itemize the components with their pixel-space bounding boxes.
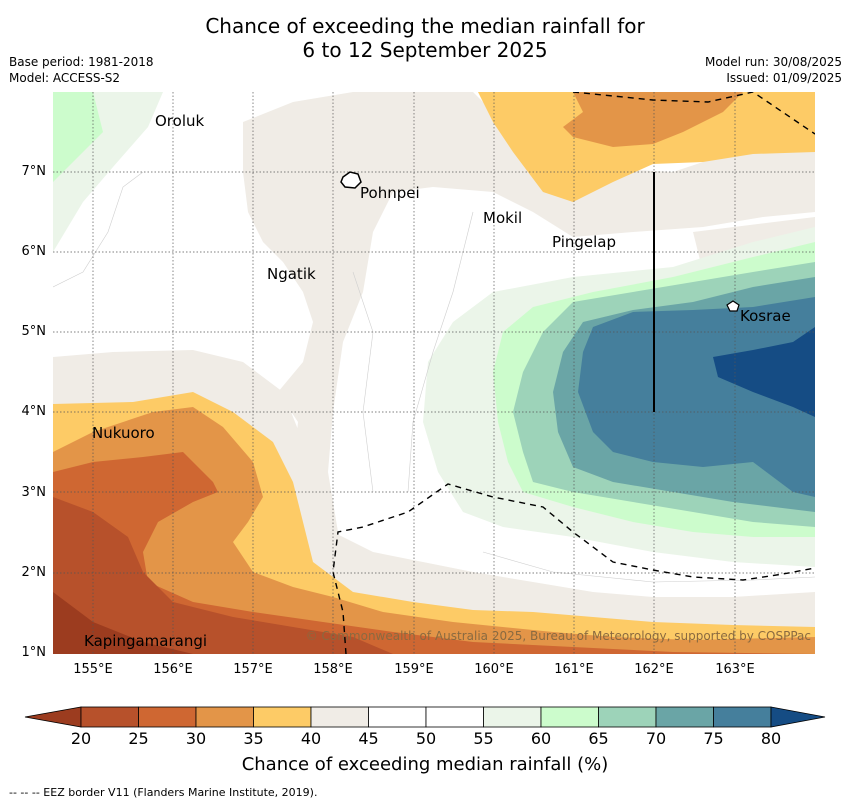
kosrae-outline xyxy=(726,300,740,312)
lat-label-7n: 7°N xyxy=(21,164,47,179)
title-line-2: 6 to 12 September 2025 xyxy=(302,38,548,62)
colorbar-tick-25: 25 xyxy=(128,729,149,748)
model-run: Model run: 30/08/2025 xyxy=(704,55,842,69)
colorbar-tick-55: 55 xyxy=(473,729,494,748)
eez-footnote: -- -- -- EEZ border V11 (Flanders Marine… xyxy=(9,786,318,799)
label-kapingamarangi: Kapingamarangi xyxy=(84,632,207,650)
lat-label-4n: 4°N xyxy=(21,404,47,419)
colorbar-bin-65 xyxy=(598,706,657,728)
contour-80-east xyxy=(713,327,815,417)
colorbar-bin-50 xyxy=(425,706,484,728)
colorbar-label: Chance of exceeding median rainfall (%) xyxy=(241,754,609,775)
colorbar-tick-30: 30 xyxy=(185,729,207,748)
colorbar-bin-55 xyxy=(483,706,542,728)
lon-label-155e: 155°E xyxy=(73,662,113,677)
contour-30-north xyxy=(563,92,743,147)
colorbar-tick-75: 75 xyxy=(703,729,724,748)
contour-60-nw xyxy=(53,92,103,182)
label-pingelap: Pingelap xyxy=(552,233,616,251)
copyright-notice: © Commonwealth of Australia 2025, Bureau… xyxy=(306,629,811,643)
issued-date: Issued: 01/09/2025 xyxy=(726,71,842,85)
colorbar-tick-45: 45 xyxy=(358,729,379,748)
eez-border xyxy=(332,92,815,654)
colorbar xyxy=(24,706,826,728)
colorbar-tick-40: 40 xyxy=(300,729,322,748)
colorbar-bin-35 xyxy=(253,706,312,728)
lon-label-156e: 156°E xyxy=(153,662,193,677)
lon-label-158e: 158°E xyxy=(313,662,353,677)
lon-label-163e: 163°E xyxy=(715,662,755,677)
contour-75-east xyxy=(578,297,815,497)
colorbar-tick-65: 65 xyxy=(588,729,609,748)
colorbar-bin-60 xyxy=(540,706,599,728)
colorbar-tick-60: 60 xyxy=(530,729,552,748)
pohnpei-outline xyxy=(340,171,362,189)
colorbar-tick-70: 70 xyxy=(645,729,667,748)
contour-35-north xyxy=(478,92,815,202)
lat-label-6n: 6°N xyxy=(21,244,47,259)
lat-label-3n: 3°N xyxy=(21,485,47,500)
label-pohnpei: Pohnpei xyxy=(360,184,420,202)
label-oroluk: Oroluk xyxy=(155,112,204,130)
colorbar-bin-30 xyxy=(195,706,254,728)
lat-label-1n: 1°N xyxy=(21,645,47,660)
lon-label-159e: 159°E xyxy=(394,662,434,677)
lon-label-160e: 160°E xyxy=(474,662,514,677)
map-title: Chance of exceeding the median rainfall … xyxy=(0,14,850,62)
lon-label-161e: 161°E xyxy=(554,662,594,677)
model-name: Model: ACCESS-S2 xyxy=(9,71,121,85)
label-kosrae: Kosrae xyxy=(740,307,791,325)
colorbar-bin-20 xyxy=(80,706,139,728)
colorbar-bin-40 xyxy=(310,706,369,728)
title-line-1: Chance of exceeding the median rainfall … xyxy=(205,14,645,38)
colorbar-tick-35: 35 xyxy=(243,729,264,748)
rainfall-map: Oroluk Pohnpei Mokil Pingelap Ngatik Kos… xyxy=(53,92,815,654)
colorbar-bin-45 xyxy=(368,706,427,728)
lat-label-5n: 5°N xyxy=(21,324,47,339)
faint-contours xyxy=(53,171,815,583)
colorbar-bin-25 xyxy=(138,706,197,728)
label-nukuoro: Nukuoro xyxy=(92,424,155,442)
colorbar-bin-70 xyxy=(655,706,714,728)
colorbar-bin-75 xyxy=(713,706,772,728)
contour-30-south xyxy=(53,407,815,654)
colorbar-under-arrow xyxy=(24,706,82,728)
contour-40-central xyxy=(243,92,815,552)
contour-20-south xyxy=(53,497,393,654)
lon-label-162e: 162°E xyxy=(634,662,674,677)
colorbar-tick-80: 80 xyxy=(760,729,782,748)
label-ngatik: Ngatik xyxy=(267,265,316,283)
colorbar-tick-50: 50 xyxy=(415,729,437,748)
lat-label-2n: 2°N xyxy=(21,565,47,580)
colorbar-tick-20: 20 xyxy=(70,729,92,748)
lon-label-157e: 157°E xyxy=(233,662,273,677)
label-mokil: Mokil xyxy=(483,209,522,227)
base-period: Base period: 1981-2018 xyxy=(9,55,154,69)
contour-lt20-south xyxy=(53,592,193,654)
colorbar-over-arrow xyxy=(770,706,826,728)
